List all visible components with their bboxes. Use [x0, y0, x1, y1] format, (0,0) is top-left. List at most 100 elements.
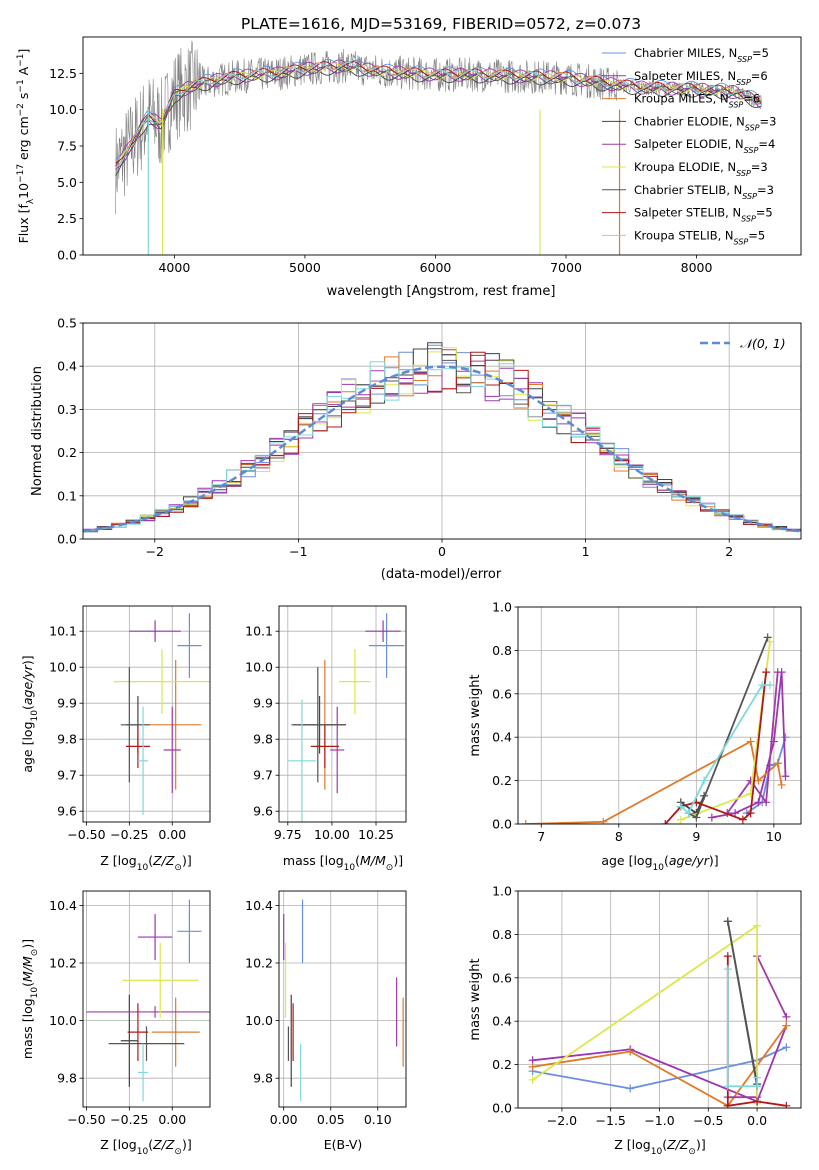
x-tick-label: 0.00 — [270, 1112, 298, 1127]
y-tick-label: 9.8 — [253, 1071, 273, 1086]
y-tick-label: 0.4 — [57, 359, 77, 374]
y-tick-label: 7.5 — [57, 139, 77, 154]
legend-entry: Salpeter STELIB, NSSP=5 — [634, 206, 773, 224]
y-tick-label: 0.2 — [492, 773, 512, 788]
y-tick-label: 10.0 — [245, 660, 273, 675]
x-tick-label: 9 — [692, 829, 700, 844]
y-tick-label: 0.6 — [492, 970, 512, 985]
legend-entry: Chabrier ELODIE, NSSP=3 — [634, 114, 776, 131]
y-tick-label: 9.9 — [253, 696, 273, 711]
x-tick-label: 9.75 — [274, 827, 302, 842]
mass-weight-line-7 — [726, 921, 758, 1087]
data-point-marker — [753, 1073, 762, 1082]
x-axis-label: Z [log10(Z/Z⊙)] — [100, 853, 191, 873]
legend-entry: Chabrier MILES, NSSP=5 — [634, 46, 769, 64]
data-point-marker — [777, 780, 786, 789]
axes-frame — [82, 322, 802, 540]
y-tick-label: 0.3 — [57, 402, 77, 417]
y-tick-label: 0.4 — [492, 730, 512, 745]
x-tick-label: 5000 — [289, 260, 321, 275]
y-axis-label: mass weight — [468, 958, 483, 1040]
x-tick-label: −0.50 — [67, 1112, 105, 1127]
y-axis-label: Normed distribution — [30, 366, 45, 496]
model-spectrum-9 — [115, 62, 762, 169]
model-spectrum-6 — [115, 62, 762, 167]
data-point-marker — [781, 772, 790, 781]
y-tick-label: 0.5 — [57, 316, 77, 331]
y-tick-label: 2.5 — [57, 211, 77, 226]
plot-area — [115, 40, 762, 255]
x-tick-label: −0.50 — [67, 827, 105, 842]
data-point-marker — [754, 776, 763, 785]
y-tick-label: 0.0 — [492, 817, 512, 832]
y-tick-label: 9.8 — [253, 732, 273, 747]
data-point-marker — [753, 921, 762, 930]
data-point-marker — [661, 820, 670, 824]
data-point-marker — [773, 668, 782, 677]
plot-area — [528, 917, 791, 1108]
axes-frame — [278, 605, 407, 823]
x-tick-label: −2.0 — [547, 1113, 577, 1128]
data-point-marker — [746, 737, 755, 746]
x-axis-label: Z [log10(Z/Z⊙)] — [100, 1137, 191, 1157]
x-tick-label: 10.00 — [314, 827, 350, 842]
plot-area — [113, 613, 210, 815]
data-point-marker — [782, 1101, 791, 1108]
mass-weight-line-8 — [664, 672, 767, 824]
model-spectrum-5 — [115, 59, 762, 168]
y-tick-label: 10.4 — [245, 898, 273, 913]
plot-area — [283, 899, 404, 1102]
axes-frame — [517, 606, 802, 825]
x-tick-label: 0.00 — [158, 1112, 186, 1127]
legend-entry: 𝒩(0, 1) — [740, 336, 786, 351]
y-tick-label: 0.2 — [492, 1057, 512, 1072]
data-point-marker — [528, 1062, 537, 1071]
x-axis-label: mass [log10(M/M⊙)] — [283, 853, 403, 873]
data-point-marker — [692, 813, 701, 822]
data-point-marker — [599, 817, 608, 824]
y-tick-label: 9.6 — [57, 804, 77, 819]
x-tick-label: −1 — [289, 544, 307, 559]
data-point-marker — [763, 633, 772, 642]
y-axis-label: mass [log10(M/M⊙)] — [20, 939, 40, 1059]
x-tick-label: 0 — [438, 544, 446, 559]
y-tick-label: 10.0 — [49, 660, 77, 675]
data-point-marker — [723, 1101, 732, 1108]
figure-title: PLATE=1616, MJD=53169, FIBERID=0572, z=0… — [241, 15, 641, 33]
x-tick-label: 0.10 — [364, 1112, 392, 1127]
data-point-marker — [700, 776, 709, 785]
y-tick-label: 0.1 — [57, 488, 77, 503]
x-tick-label: 7 — [537, 829, 545, 844]
data-point-marker — [684, 809, 693, 818]
y-tick-label: 0.2 — [57, 445, 77, 460]
x-tick-label: 1 — [582, 544, 590, 559]
data-point-marker — [781, 733, 790, 742]
data-point-marker — [753, 1097, 762, 1106]
x-tick-label: −2 — [146, 544, 164, 559]
legend-entry: Salpeter MILES, NSSP=6 — [634, 69, 768, 87]
y-tick-label: 5.0 — [57, 175, 77, 190]
legend-entry: Kroupa MILES, NSSP=6 — [634, 92, 760, 110]
y-tick-label: 9.8 — [57, 732, 77, 747]
data-point-marker — [707, 813, 716, 822]
x-axis-label: age [log10(age/yr)] — [601, 853, 718, 873]
y-tick-label: 10.1 — [245, 624, 273, 639]
x-tick-label: 6000 — [420, 260, 452, 275]
y-tick-label: 0.6 — [492, 686, 512, 701]
x-axis-label: Z [log10(Z/Z⊙)] — [614, 1137, 705, 1157]
y-axis-label: mass weight — [468, 674, 483, 756]
y-tick-label: 10.2 — [245, 956, 273, 971]
y-tick-label: 10.4 — [49, 898, 77, 913]
data-point-marker — [754, 798, 763, 807]
x-tick-label: −1.5 — [596, 1113, 626, 1128]
y-tick-label: 10.0 — [49, 1013, 77, 1028]
data-point-marker — [521, 820, 530, 824]
y-tick-label: 10.0 — [245, 1013, 273, 1028]
y-tick-label: 9.8 — [57, 1071, 77, 1086]
legend-entry: Salpeter ELODIE, NSSP=4 — [634, 137, 775, 155]
data-point-marker — [723, 952, 732, 961]
y-tick-label: 9.7 — [57, 768, 77, 783]
y-tick-label: 10.1 — [49, 624, 77, 639]
data-point-marker — [765, 681, 774, 690]
